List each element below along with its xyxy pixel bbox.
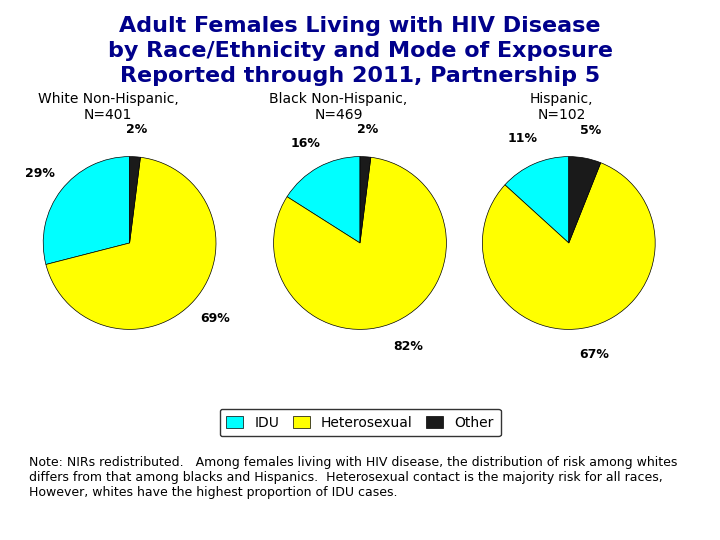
Wedge shape (360, 157, 371, 243)
Wedge shape (505, 157, 569, 243)
Wedge shape (569, 157, 600, 243)
Text: 16%: 16% (290, 137, 320, 150)
Wedge shape (274, 157, 446, 329)
Text: 82%: 82% (394, 340, 423, 353)
Text: 5%: 5% (580, 125, 601, 138)
Wedge shape (482, 163, 655, 329)
Legend: IDU, Heterosexual, Other: IDU, Heterosexual, Other (220, 409, 500, 436)
Wedge shape (46, 157, 216, 329)
Text: 67%: 67% (580, 348, 609, 361)
Text: Hispanic,
N=102: Hispanic, N=102 (530, 92, 593, 122)
Wedge shape (130, 157, 140, 243)
Text: White Non-Hispanic,
N=401: White Non-Hispanic, N=401 (37, 92, 179, 122)
Text: 69%: 69% (200, 312, 230, 325)
Wedge shape (43, 157, 130, 265)
Text: 29%: 29% (24, 167, 55, 180)
Text: 11%: 11% (508, 132, 538, 145)
Text: Black Non-Hispanic,
N=469: Black Non-Hispanic, N=469 (269, 92, 408, 122)
Wedge shape (287, 157, 360, 243)
Text: 2%: 2% (356, 123, 378, 136)
Text: 2%: 2% (126, 123, 148, 136)
Text: Adult Females Living with HIV Disease
by Race/Ethnicity and Mode of Exposure
Rep: Adult Females Living with HIV Disease by… (107, 16, 613, 86)
Text: Note: NIRs redistributed.   Among females living with HIV disease, the distribut: Note: NIRs redistributed. Among females … (29, 456, 678, 500)
